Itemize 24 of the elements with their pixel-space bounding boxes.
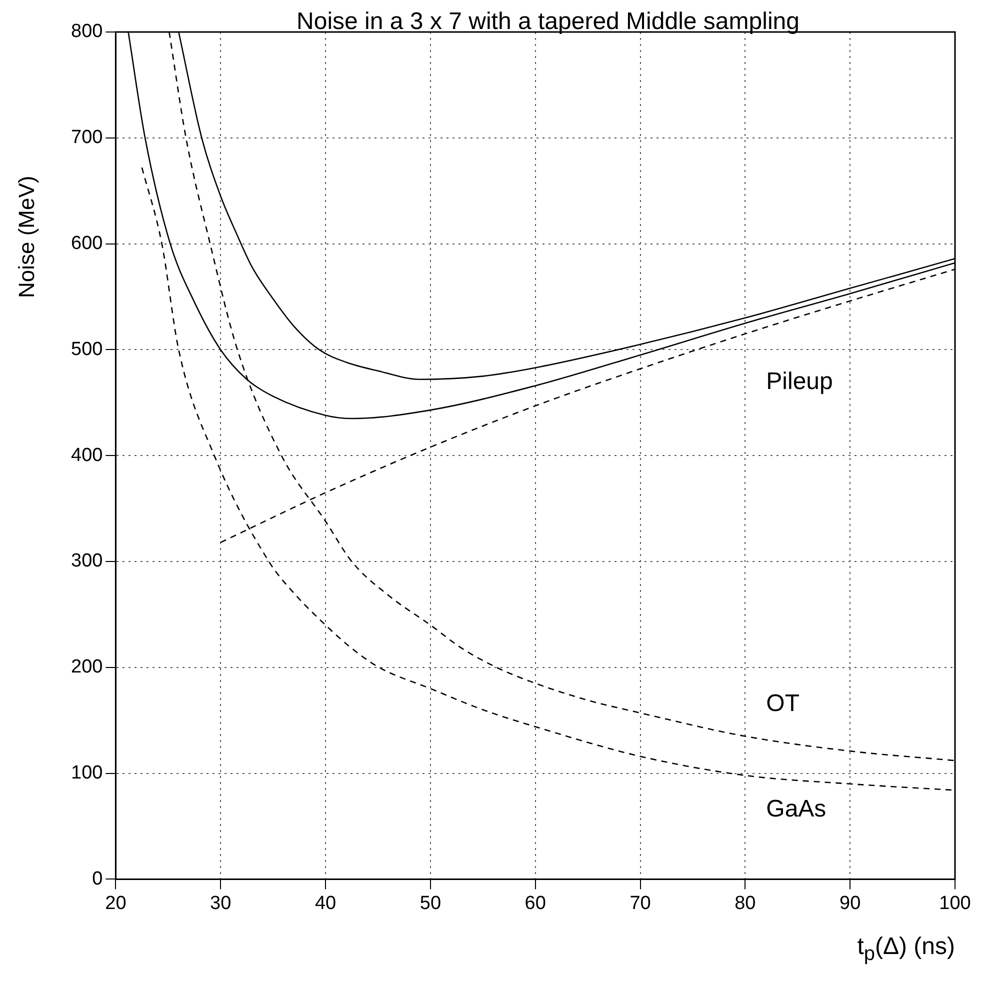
x-tick-label: 50 bbox=[420, 892, 442, 914]
y-tick-label: 800 bbox=[71, 21, 103, 42]
x-tick-label: 80 bbox=[734, 892, 756, 914]
chart-title: Noise in a 3 x 7 with a tapered Middle sampling bbox=[296, 8, 800, 36]
y-tick-label: 500 bbox=[71, 338, 103, 360]
x-axis-title: t$_{p}$(Δ) (ns) bbox=[857, 933, 955, 966]
x-tick-label: 100 bbox=[939, 892, 971, 914]
y-tick-label: 200 bbox=[71, 656, 103, 678]
x-tick-label: 90 bbox=[840, 892, 861, 914]
y-axis-title: Noise (MeV) bbox=[14, 176, 40, 298]
y-tick-label: 700 bbox=[71, 127, 103, 148]
x-tick-label: 70 bbox=[630, 892, 651, 914]
y-tick-label: 400 bbox=[71, 444, 103, 466]
y-tick-label: 100 bbox=[71, 762, 103, 784]
x-tick-label: 30 bbox=[210, 892, 232, 914]
x-tick-label: 40 bbox=[314, 892, 336, 914]
series-label: OT bbox=[766, 690, 800, 717]
series-label: GaAs bbox=[766, 796, 826, 823]
series-label: Pileup bbox=[766, 368, 833, 395]
y-tick-label: 300 bbox=[71, 550, 103, 572]
x-tick-label: 60 bbox=[524, 892, 546, 914]
y-tick-label: 600 bbox=[71, 233, 103, 254]
y-tick-label: 0 bbox=[92, 868, 103, 890]
x-tick-label: 20 bbox=[105, 892, 126, 914]
